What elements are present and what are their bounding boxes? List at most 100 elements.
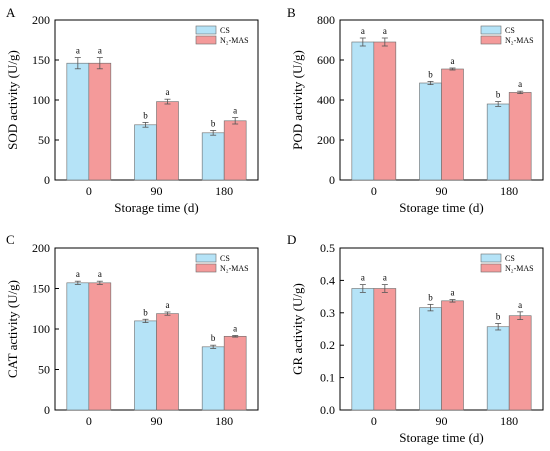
significance-letter: a [518,300,522,310]
legend-label: N₂-MAS [505,264,534,273]
legend-label: CS [220,254,230,263]
bar-cs [201,132,225,181]
x-tick-label: 180 [215,184,233,198]
significance-letter: b [211,333,216,343]
panel-label: D [287,232,296,247]
y-tick-label: 50 [38,133,50,147]
bar-cs [134,320,157,411]
bar-n2mas [441,300,464,411]
legend-label: N₂-MAS [220,264,249,273]
significance-letter: a [166,87,170,97]
legend-swatch-n2mas [480,35,502,45]
y-tick-label: 0 [44,403,50,417]
y-tick-label: 200 [32,13,50,27]
significance-letter: a [76,269,80,279]
y-tick-label: 600 [317,53,335,67]
legend-label: CS [505,26,515,35]
x-tick-label: 180 [500,184,518,198]
significance-letter: a [98,269,102,279]
bar-cs [351,41,375,181]
y-tick-label: 0 [329,173,335,187]
significance-letter: b [428,69,433,79]
bar-n2mas [373,41,397,181]
significance-letter: b [428,292,433,302]
legend-swatch-cs [195,25,217,35]
x-tick-label: 90 [436,184,448,198]
significance-letter: a [166,300,170,310]
x-tick-label: 90 [151,184,163,198]
significance-letter: a [451,288,455,298]
bar-n2mas [441,68,464,181]
chart-panel-a: A 0 50 100 150 200 SOD activity (U/g) Storage t… [5,5,259,215]
significance-letter: b [496,90,501,100]
x-axis-label: Storage time (d) [114,200,198,215]
y-tick-label: 100 [32,93,50,107]
legend-swatch-cs [480,25,502,35]
legend-label: N₂-MAS [220,36,249,45]
x-tick-label: 0 [371,184,377,198]
y-axis-label: POD activity (U/g) [290,50,305,150]
x-tick-label: 0 [86,414,92,428]
x-tick-label: 180 [500,414,518,428]
y-tick-label: 0.0 [320,403,335,417]
legend-swatch-cs [195,253,217,263]
y-tick-label: 0.2 [320,338,335,352]
y-tick-label: 150 [32,53,50,67]
y-axis-label: SOD activity (U/g) [5,50,20,150]
bar-cs [419,307,442,411]
bar-n2mas [373,288,397,411]
y-tick-label: 800 [317,13,335,27]
legend-label: CS [505,254,515,263]
panel-label: B [287,5,296,20]
x-tick-label: 180 [215,414,233,428]
bar-n2mas [156,313,179,411]
significance-letter: a [383,273,387,283]
significance-letter: a [383,26,387,36]
bar-n2mas [88,62,112,181]
y-tick-label: 50 [38,363,50,377]
y-tick-label: 200 [317,133,335,147]
bar-n2mas [508,92,532,181]
chart-panel-c: C 0 50 100 150 200 CAT activity (U/g) 0 a a 90 b a 18… [5,232,259,428]
bar-cs [66,62,90,181]
legend-swatch-n2mas [480,263,502,273]
y-axis-label: CAT activity (U/g) [5,280,20,378]
significance-letter: a [98,46,102,56]
x-tick-label: 90 [436,414,448,428]
y-tick-label: 0.4 [320,273,335,287]
chart-panel-b: B 0 200 400 600 800 POD activity (U/g) Storage … [287,5,544,215]
x-tick-label: 0 [371,414,377,428]
y-tick-label: 150 [32,282,50,296]
y-tick-label: 0.5 [320,241,335,255]
x-tick-label: 90 [151,414,163,428]
legend-swatch-n2mas [195,35,217,45]
bar-cs [419,82,442,181]
x-tick-label: 0 [86,184,92,198]
y-axis-label: GR activity (U/g) [290,283,305,375]
panel-label: A [6,5,16,20]
legend-swatch-n2mas [195,263,217,273]
panel-label: C [6,232,15,247]
significance-letter: a [361,273,365,283]
significance-letter: a [361,26,365,36]
chart-panel-d: D 0.0 0.1 0.2 0.3 0.4 0.5 GR activity (U/g) Stor… [287,232,544,445]
y-tick-label: 400 [317,93,335,107]
legend-swatch-cs [480,253,502,263]
bar-cs [66,282,90,411]
significance-letter: a [233,106,237,116]
significance-letter: b [496,311,501,321]
x-axis-label: Storage time (d) [399,200,483,215]
y-tick-label: 100 [32,322,50,336]
significance-letter: a [233,323,237,333]
bar-n2mas [508,315,532,411]
significance-letter: b [143,307,148,317]
bar-n2mas [156,101,179,181]
bar-n2mas [223,120,247,181]
bar-cs [201,346,225,411]
y-tick-label: 200 [32,241,50,255]
bar-cs [486,326,510,411]
bar-n2mas [223,335,247,411]
legend-label: N₂-MAS [505,36,534,45]
significance-letter: a [518,79,522,89]
